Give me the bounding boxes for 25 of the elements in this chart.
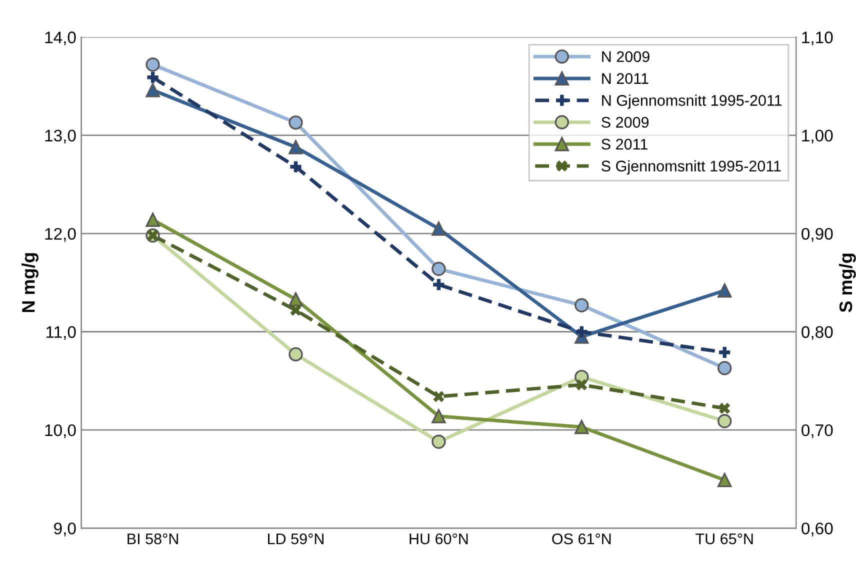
y-tick-label: 9,0 <box>54 522 76 536</box>
x-tick-label: HU 60°N <box>410 533 468 544</box>
legend-label: S 2009 <box>602 116 649 128</box>
legend-label: N Gjennomsnitt 1995-2011 <box>602 94 782 109</box>
y2-tick-label: 0,80 <box>802 326 833 340</box>
y-tick-label: 10,0 <box>45 424 76 438</box>
x-tick-label: OS 61°N <box>552 533 611 544</box>
y2-tick-label: 1,10 <box>802 32 833 46</box>
legend-label: N 2011 <box>602 73 648 84</box>
y2-axis-title: S mg/g <box>838 254 856 312</box>
y2-tick-label: 0,70 <box>802 424 833 438</box>
y-axis-title: N mg/g <box>22 253 38 312</box>
y2-tick-label: 0,60 <box>802 522 833 536</box>
x-tick-label: BI 58°N <box>128 533 178 544</box>
y-tick-label: 12,0 <box>45 228 76 242</box>
legend-label: S Gjennomsnitt 1995-2011 <box>602 160 781 175</box>
y-tick-label: 11,0 <box>46 326 76 340</box>
y-tick-label: 13,0 <box>45 130 76 144</box>
legend-label: N 2009 <box>602 51 650 62</box>
x-tick-label: LD 59°N <box>268 533 324 544</box>
y-tick-label: 14,0 <box>45 32 76 46</box>
legend-label: S 2011 <box>602 138 648 150</box>
x-tick-label: TU 65°N <box>696 533 753 544</box>
y2-tick-label: 1,00 <box>802 130 833 144</box>
y2-tick-label: 0,90 <box>802 228 833 242</box>
